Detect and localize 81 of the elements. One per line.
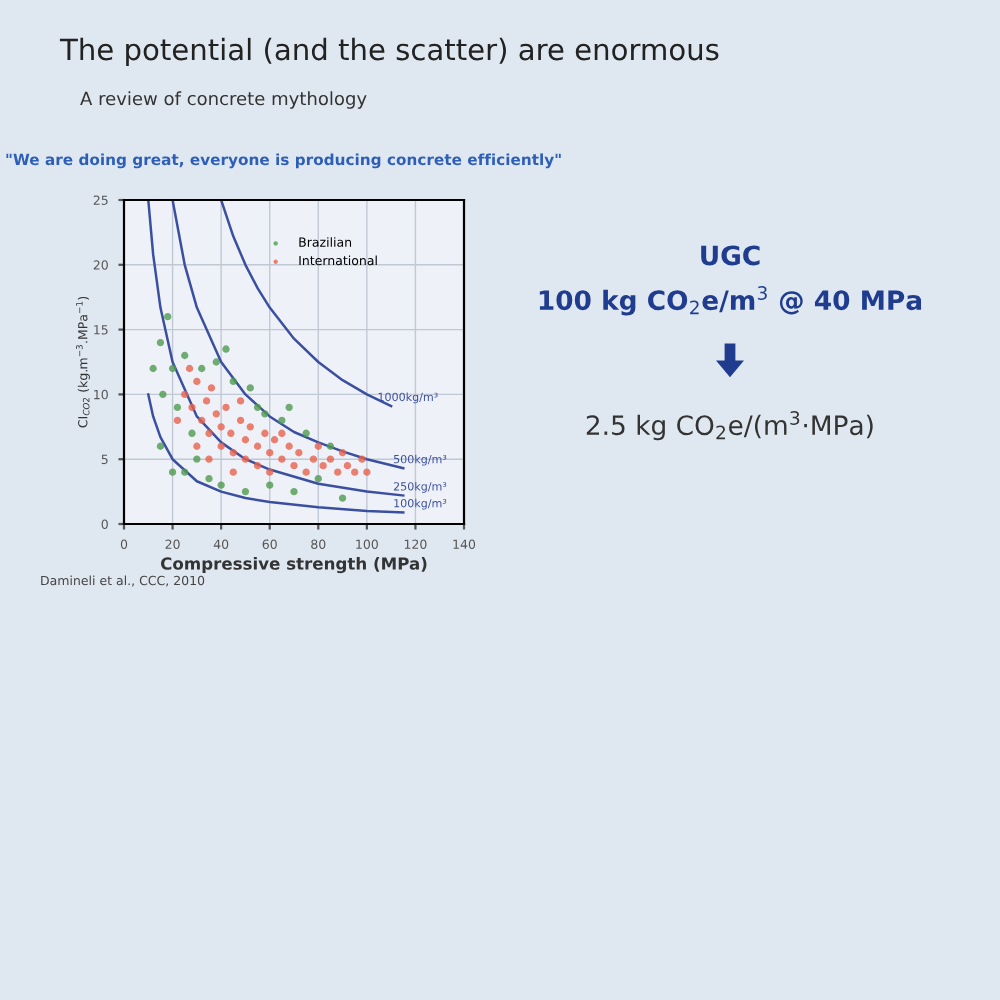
point (159, 390, 167, 399)
point (222, 403, 230, 412)
point (217, 423, 225, 431)
point (246, 423, 254, 431)
point (198, 364, 206, 373)
point (266, 449, 274, 457)
chart-subtitle: A review of concrete mythology (80, 91, 367, 109)
point (343, 462, 352, 470)
point (212, 410, 220, 418)
point (338, 494, 347, 502)
point (181, 390, 189, 399)
point (285, 442, 293, 450)
point (185, 364, 194, 373)
point (236, 397, 245, 405)
point (319, 462, 327, 470)
point (217, 481, 225, 489)
x-axis-title: Compressive strength (MPa) (160, 556, 427, 574)
point (217, 442, 225, 450)
point (173, 416, 182, 424)
point (241, 455, 250, 463)
point (164, 312, 172, 321)
point (168, 468, 177, 476)
point (241, 487, 250, 496)
point (246, 384, 254, 392)
point (338, 449, 347, 457)
point (181, 351, 189, 360)
point (149, 364, 157, 373)
point (156, 338, 165, 347)
point (205, 429, 213, 437)
point (314, 474, 322, 483)
point (290, 487, 298, 496)
point (358, 455, 366, 463)
point (222, 345, 230, 353)
point (253, 403, 262, 412)
chart-title: The potential (and the scatter) are enormous (59, 37, 719, 67)
point (229, 449, 237, 457)
point (193, 455, 201, 463)
point (236, 416, 245, 424)
point (295, 449, 303, 457)
point (278, 429, 286, 437)
point (278, 455, 286, 463)
point (302, 468, 310, 476)
point (227, 429, 235, 437)
point (156, 442, 165, 450)
point (334, 468, 342, 476)
point (188, 403, 196, 412)
point (314, 442, 322, 450)
point (168, 364, 177, 373)
point (241, 436, 250, 444)
point (266, 481, 274, 489)
point (266, 468, 274, 476)
point (207, 384, 216, 392)
point (188, 429, 196, 437)
point (351, 468, 359, 476)
point (285, 403, 293, 412)
point (270, 436, 279, 444)
text: 100 kg CO$_{2}$e/m$^{3}$ @ 40 MPa (539, 285, 922, 316)
point (261, 429, 269, 437)
point (205, 474, 213, 483)
point (326, 455, 335, 463)
point (202, 397, 211, 405)
point (363, 468, 371, 476)
point (309, 455, 318, 463)
point (326, 442, 335, 450)
point (253, 442, 262, 450)
point (290, 462, 298, 470)
point (198, 416, 206, 424)
point (253, 462, 262, 470)
point (212, 358, 220, 366)
point (181, 468, 189, 476)
point (278, 416, 286, 424)
point (261, 410, 269, 418)
point (193, 377, 201, 386)
text: UGC (701, 245, 760, 266)
point (229, 377, 237, 386)
text: 2.5 kg CO$_{2}$e/(m$^{3}$·MPa) (586, 410, 873, 441)
point (193, 442, 201, 450)
point (205, 455, 213, 463)
point (173, 403, 182, 412)
point (302, 429, 310, 437)
point (229, 468, 237, 476)
